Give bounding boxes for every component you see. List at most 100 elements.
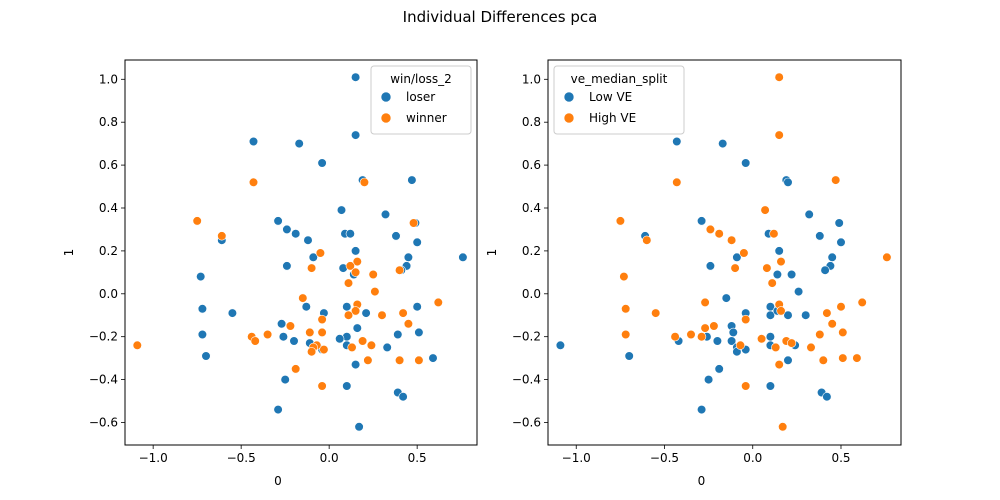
data-point	[827, 319, 837, 329]
legend-label: High VE	[589, 111, 636, 125]
y-tick-label: 0.6	[522, 158, 541, 172]
data-point	[670, 332, 680, 342]
x-axis-label: 0	[698, 474, 706, 488]
legend-title: win/loss_2	[390, 72, 452, 86]
data-point	[398, 308, 408, 318]
data-point	[765, 310, 776, 320]
data-point	[403, 252, 414, 262]
data-point	[273, 216, 283, 226]
data-point	[414, 355, 424, 365]
data-point	[217, 231, 227, 241]
figure-title: Individual Differences pca	[403, 8, 598, 26]
data-point	[838, 353, 848, 363]
data-point	[342, 302, 352, 312]
data-point	[774, 246, 784, 256]
data-point	[615, 216, 626, 226]
data-point	[354, 422, 364, 432]
data-point	[414, 327, 424, 338]
data-point	[370, 287, 380, 297]
y-tick-label: 0.2	[99, 244, 118, 258]
legend-marker	[563, 91, 575, 103]
data-point	[696, 405, 707, 415]
data-point	[263, 329, 273, 340]
y-tick-label: −0.2	[89, 330, 118, 344]
data-point	[621, 304, 631, 314]
data-point	[793, 287, 804, 297]
data-point	[291, 229, 301, 239]
data-point	[765, 381, 776, 391]
data-point	[407, 175, 417, 185]
data-point	[726, 235, 737, 245]
data-point	[776, 257, 786, 267]
data-point	[703, 375, 714, 385]
data-point	[351, 72, 361, 82]
legend-label: loser	[406, 90, 435, 104]
data-point	[359, 177, 370, 187]
data-point	[250, 336, 260, 346]
data-point	[352, 323, 362, 333]
data-point	[741, 158, 751, 168]
data-point	[705, 261, 716, 271]
data-point	[726, 336, 737, 346]
data-point	[248, 177, 259, 187]
y-tick-label: 0.8	[522, 115, 541, 129]
data-point	[382, 342, 392, 353]
data-point	[409, 218, 419, 228]
data-point	[196, 272, 206, 282]
data-point	[769, 229, 779, 239]
data-point	[412, 237, 422, 247]
points-group	[555, 72, 892, 432]
data-point	[201, 351, 211, 361]
data-point	[363, 355, 373, 365]
data-point	[308, 252, 318, 262]
data-point	[315, 248, 326, 258]
data-point	[343, 310, 354, 320]
data-point	[767, 278, 777, 288]
data-point	[303, 235, 313, 245]
data-point	[352, 257, 362, 267]
legend: ve_median_split Low VE High VE	[553, 65, 685, 135]
legend-marker	[380, 91, 392, 103]
left-scatter-plot: −1.0 −0.5 0.0 0.5 −0.6 −0.4 −0.2 0.0 0.2 0.4 0.6 0.…	[62, 59, 478, 488]
data-point	[317, 381, 327, 391]
data-point	[335, 334, 345, 344]
y-tick-label: 0.0	[99, 287, 118, 301]
data-point	[709, 321, 719, 331]
data-point	[391, 231, 401, 241]
data-point	[836, 302, 846, 312]
data-point	[730, 263, 740, 273]
data-point	[395, 355, 405, 365]
data-point	[760, 205, 770, 215]
data-point	[696, 332, 707, 342]
x-tick-label: −1.0	[562, 451, 591, 465]
x-tick-label: 0.5	[408, 451, 427, 465]
data-point	[672, 136, 682, 147]
legend-marker	[563, 112, 575, 124]
data-point	[368, 269, 378, 280]
data-point	[289, 336, 299, 346]
data-point	[358, 336, 368, 346]
y-axis-label: 1	[485, 249, 499, 257]
axes-frame	[124, 59, 478, 446]
data-point	[282, 224, 292, 234]
data-point	[672, 177, 682, 187]
y-tick-label: 0.6	[99, 158, 118, 172]
y-tick-label: 0.8	[99, 115, 118, 129]
y-tick-label: 0.4	[99, 201, 118, 215]
data-point	[278, 332, 289, 342]
data-point	[822, 392, 832, 402]
x-tick-label: −0.5	[227, 451, 256, 465]
data-point	[804, 209, 814, 219]
data-point	[741, 314, 751, 325]
x-tick-label: 0.0	[320, 451, 339, 465]
data-point	[307, 263, 317, 273]
data-point	[815, 231, 825, 241]
data-point	[347, 342, 357, 353]
data-point	[732, 252, 742, 262]
legend-label: winner	[406, 111, 447, 125]
x-tick-label: 0.0	[743, 451, 762, 465]
data-point	[301, 302, 311, 312]
data-point	[458, 252, 468, 262]
data-point	[433, 297, 443, 308]
